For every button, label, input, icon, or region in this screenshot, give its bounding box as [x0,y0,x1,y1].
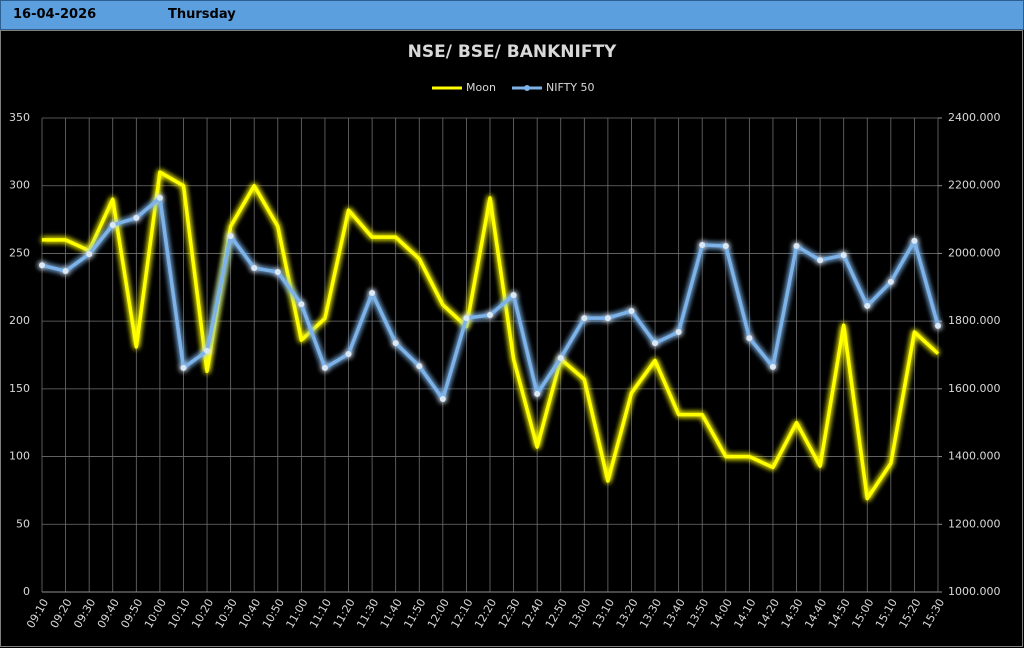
point [251,264,258,271]
point [887,278,894,285]
point [628,307,635,314]
point [487,312,493,319]
legend-marker [524,85,530,91]
point [392,340,399,347]
y-tick-label: 150 [9,382,30,395]
point [180,364,187,371]
y2-tick-label: 2200.000 [948,179,1001,192]
point [911,237,918,244]
series [39,194,941,403]
point [935,322,941,329]
header-bar: 16-04-2026 Thursday [0,0,1024,30]
chart-title: NSE/ BSE/ BANKNIFTY [408,42,617,62]
point [840,252,847,259]
point [793,242,800,249]
point [416,363,423,370]
point [652,340,659,347]
legend-label: Moon [466,81,496,94]
point [699,241,706,248]
point [62,268,69,275]
point [769,363,776,370]
point [109,221,116,228]
point [321,364,328,371]
y2-tick-label: 1000.000 [948,585,1001,598]
line [42,170,940,501]
point [463,315,470,322]
y-tick-label: 200 [9,314,30,327]
point [604,315,611,322]
point [557,355,564,362]
point [274,269,281,276]
point [722,242,729,249]
point [39,262,45,269]
y-tick-label: 50 [16,517,30,530]
day: Thursday [168,7,236,22]
point [746,335,753,342]
y-tick-label: 250 [9,246,30,259]
point [675,328,682,335]
chart: NSE/ BSE/ BANKNIFTY 0 50 100 150 200 250 300 35… [0,30,1023,647]
point [227,233,234,240]
y2-tick-label: 1400.000 [948,450,1001,463]
y-tick-label: 350 [9,111,30,124]
point [133,214,140,221]
point [534,390,541,397]
date: 16-04-2026 [13,7,97,22]
point [204,347,211,354]
point [581,315,588,322]
point [345,350,352,357]
y-tick-label: 100 [9,450,30,463]
point [86,251,93,258]
y-tick-label: 300 [9,179,30,192]
point [369,290,376,297]
point [439,396,446,403]
y2-tick-label: 1800.000 [948,314,1001,327]
point [817,257,824,264]
series [42,170,940,501]
point [156,194,163,201]
point [864,302,871,309]
y-tick-label: 0 [23,585,30,598]
y2-tick-label: 1200.000 [948,517,1001,530]
y2-tick-label: 2400.000 [948,111,1001,124]
point [298,301,305,308]
y2-tick-label: 1600.000 [948,382,1001,395]
legend-label: NIFTY 50 [546,81,595,94]
point [510,292,517,299]
y2-tick-label: 2000.000 [948,246,1001,259]
